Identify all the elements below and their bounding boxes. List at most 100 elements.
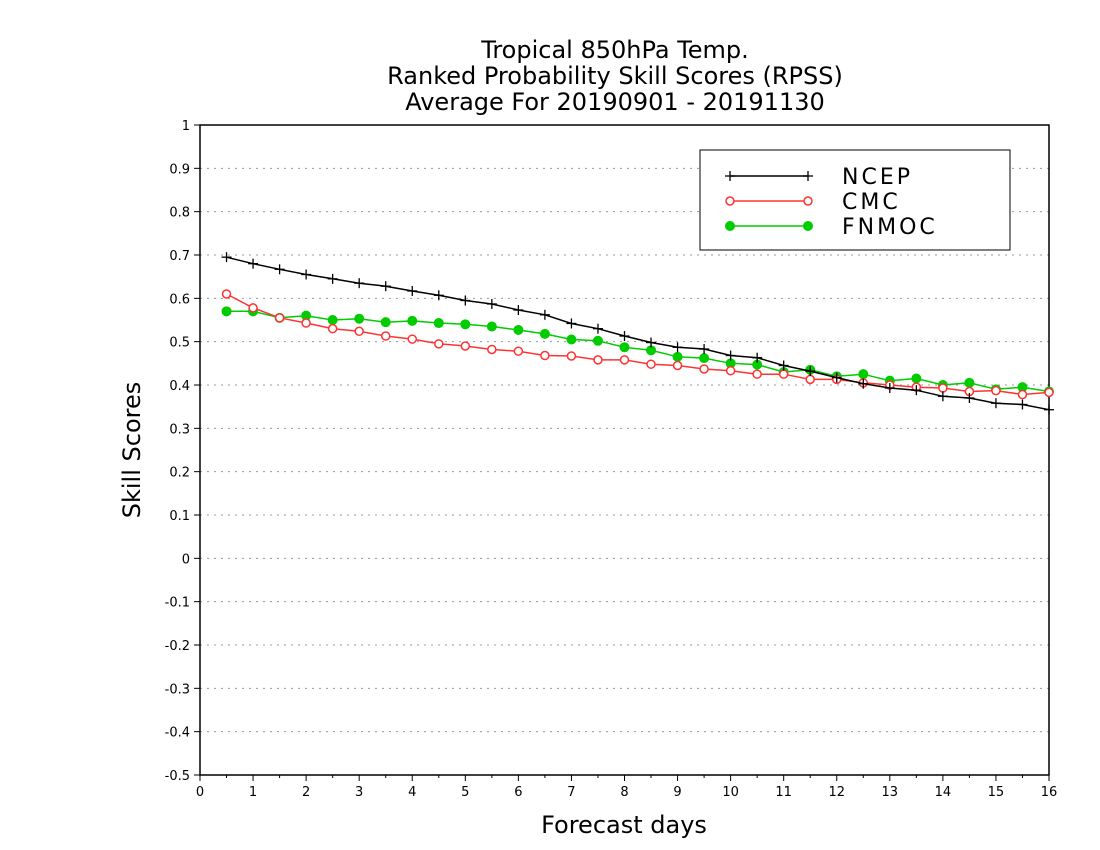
y-tick-label: 0 xyxy=(182,552,190,567)
data-point-cmc xyxy=(619,355,630,365)
data-point-cmc xyxy=(274,313,285,323)
legend-marker-cmc xyxy=(725,196,735,206)
y-tick-label: 0.4 xyxy=(169,379,190,394)
data-point-ncep xyxy=(407,285,418,296)
data-point-cmc xyxy=(513,346,524,356)
data-point-cmc xyxy=(1044,387,1054,398)
legend-marker-fnmoc xyxy=(803,221,813,231)
data-point-fnmoc xyxy=(566,334,577,345)
x-tick-label: 8 xyxy=(620,785,628,800)
x-tick-label: 11 xyxy=(775,785,792,800)
data-point-ncep xyxy=(619,331,630,342)
data-point-fnmoc xyxy=(513,324,524,335)
data-point-ncep xyxy=(858,378,869,389)
y-tick-label: 0.6 xyxy=(169,292,190,307)
y-axis-label: Skill Scores xyxy=(118,382,146,519)
data-point-cmc xyxy=(327,323,338,334)
data-point-ncep xyxy=(433,290,444,301)
y-tick-label: 0.8 xyxy=(169,206,190,221)
x-tick-label: 0 xyxy=(196,785,204,800)
data-point-cmc xyxy=(725,365,736,376)
data-point-fnmoc xyxy=(486,321,497,332)
x-tick-label: 2 xyxy=(302,785,310,800)
series-fnmoc xyxy=(221,306,1054,397)
data-point-fnmoc xyxy=(407,315,418,326)
y-tick-label: 0.7 xyxy=(169,249,190,264)
series-line-cmc xyxy=(226,293,1050,396)
data-point-ncep xyxy=(354,278,365,289)
x-tick-label: 13 xyxy=(882,785,899,800)
data-point-ncep xyxy=(460,295,471,306)
data-point-ncep xyxy=(884,383,895,394)
data-point-ncep xyxy=(778,360,789,371)
data-point-cmc xyxy=(805,374,815,385)
y-tick-label: 1 xyxy=(182,119,190,134)
legend-label-fnmoc: FNMOC xyxy=(842,215,938,240)
data-point-ncep xyxy=(327,273,338,284)
series-cmc xyxy=(221,289,1054,400)
data-point-cmc xyxy=(354,326,364,337)
y-tick-label: 0.5 xyxy=(169,336,190,351)
x-tick-label: 16 xyxy=(1041,785,1058,800)
data-point-cmc xyxy=(380,331,391,341)
data-point-cmc xyxy=(301,318,311,328)
x-tick-label: 3 xyxy=(355,785,363,800)
legend-label-ncep: NCEP xyxy=(842,165,913,190)
x-tick-label: 12 xyxy=(828,785,845,800)
legend-marker-ncep xyxy=(725,171,735,181)
x-tick-label: 10 xyxy=(722,785,739,800)
legend-box xyxy=(699,149,1011,251)
data-point-ncep xyxy=(539,309,550,320)
data-point-cmc xyxy=(434,339,444,349)
data-point-ncep xyxy=(592,323,603,334)
axis-ticks: -0.5 -0.4 -0.3 -0.2 -0.1 0 0.1 0.2 0.3 0.4 0.5 0.6 0… xyxy=(165,119,1058,800)
data-point-ncep xyxy=(672,342,683,353)
data-point-ncep xyxy=(831,372,842,383)
data-point-fnmoc xyxy=(619,342,630,353)
data-point-ncep xyxy=(1017,399,1028,410)
chart-title-line-1: Tropical 850hPa Temp. xyxy=(481,36,749,64)
data-point-ncep xyxy=(937,391,948,402)
data-point-cmc xyxy=(699,364,709,374)
data-point-fnmoc xyxy=(539,328,550,339)
data-point-ncep xyxy=(380,281,391,292)
data-point-cmc xyxy=(221,289,232,299)
data-point-ncep xyxy=(301,269,312,280)
data-point-cmc xyxy=(540,350,550,361)
data-point-cmc xyxy=(1017,389,1028,400)
data-point-ncep xyxy=(248,258,259,269)
data-point-cmc xyxy=(752,369,762,379)
data-point-ncep xyxy=(486,298,497,309)
data-point-fnmoc xyxy=(380,317,391,328)
y-tick-label: 0.1 xyxy=(169,509,190,524)
y-tick-label: -0.3 xyxy=(165,682,190,697)
data-point-ncep xyxy=(911,385,922,396)
data-point-fnmoc xyxy=(964,377,975,388)
data-point-ncep xyxy=(990,398,1001,409)
series-group xyxy=(221,252,1054,415)
legend-marker-fnmoc xyxy=(725,221,735,231)
data-point-ncep xyxy=(1044,404,1054,415)
data-point-cmc xyxy=(646,359,656,369)
legend-item-fnmoc: FNMOC xyxy=(725,215,938,240)
data-point-fnmoc xyxy=(672,351,683,362)
data-point-fnmoc xyxy=(858,369,869,380)
data-point-ncep xyxy=(566,318,577,329)
legend-label-cmc: CMC xyxy=(842,190,901,215)
x-tick-label: 4 xyxy=(408,785,416,800)
chart-title-line-2: Ranked Probability Skill Scores (RPSS) xyxy=(387,62,843,90)
grid-lines xyxy=(200,167,1049,733)
y-tick-label: -0.1 xyxy=(165,596,190,611)
legend-marker-ncep xyxy=(803,171,813,181)
data-point-fnmoc xyxy=(433,318,444,329)
data-point-fnmoc xyxy=(460,319,471,330)
data-point-fnmoc xyxy=(699,353,710,364)
series-ncep xyxy=(221,252,1054,415)
series-line-fnmoc xyxy=(226,310,1050,393)
x-tick-label: 6 xyxy=(514,785,522,800)
legend-item-cmc: CMC xyxy=(725,190,901,215)
y-tick-label: 0.9 xyxy=(169,162,190,177)
data-point-ncep xyxy=(646,337,657,348)
